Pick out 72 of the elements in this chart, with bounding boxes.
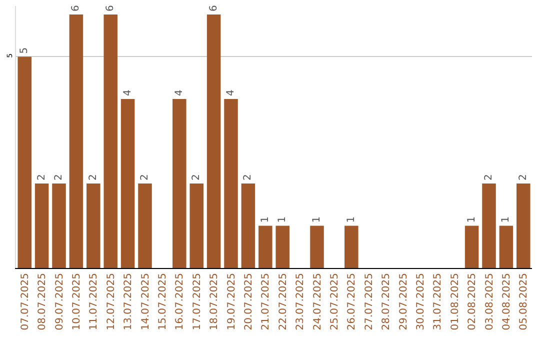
bar (206, 14, 221, 268)
bar (499, 226, 514, 268)
x-tick-label: 07.07.2025 (20, 273, 31, 330)
data-label: 2 (54, 174, 64, 180)
data-label: 2 (242, 174, 254, 180)
x-tick-label: 14.07.2025 (140, 273, 152, 330)
x-tick-label: 08.07.2025 (37, 273, 48, 330)
data-label: 2 (484, 174, 494, 180)
bar (516, 183, 530, 268)
data-label: 2 (518, 174, 529, 180)
x-tick-label: 10.07.2025 (71, 273, 82, 330)
bar (258, 226, 272, 268)
bar (120, 98, 135, 268)
bar (464, 226, 479, 268)
x-tick-label: 25.07.2025 (329, 273, 340, 330)
bar (138, 183, 152, 268)
data-label: 4 (174, 90, 185, 96)
x-tick-label: 18.07.2025 (209, 273, 220, 330)
data-label: 6 (70, 5, 82, 12)
bar (224, 98, 238, 268)
data-label: 1 (466, 216, 478, 223)
data-label: 1 (260, 216, 271, 223)
x-tick-label: 30.07.2025 (415, 273, 426, 330)
x-tick-label: 29.07.2025 (398, 273, 410, 330)
bar (104, 14, 118, 268)
bar (344, 226, 358, 268)
x-tick-label: 05.08.2025 (518, 273, 530, 330)
data-label: 1 (346, 216, 357, 223)
x-tick-label: 26.07.2025 (346, 273, 358, 330)
x-tick-label: 02.08.2025 (467, 273, 478, 330)
x-tick-label: 22.07.2025 (278, 273, 289, 330)
x-tick-label: 20.07.2025 (243, 273, 254, 330)
bar (482, 183, 496, 268)
data-label: 5 (19, 47, 30, 54)
data-label: 1 (277, 216, 288, 223)
x-tick-label: 23.07.2025 (295, 273, 306, 330)
x-tick-label: 16.07.2025 (174, 273, 186, 330)
bar (276, 226, 290, 268)
bar (310, 226, 324, 268)
x-tick-label: 27.07.2025 (364, 273, 375, 330)
bar (86, 183, 100, 268)
bar (52, 183, 66, 268)
x-tick-label: 24.07.2025 (312, 273, 324, 330)
data-label: 2 (36, 174, 48, 180)
x-tick-label: 01.08.2025 (450, 273, 461, 330)
bar (18, 56, 32, 268)
data-label: 6 (208, 5, 220, 12)
x-tick-label: 19.07.2025 (226, 273, 238, 330)
data-label: 4 (122, 90, 134, 96)
x-tick-label: 13.07.2025 (123, 273, 134, 330)
data-label: 6 (105, 5, 116, 12)
bar (172, 98, 186, 268)
x-tick-label: 31.07.2025 (432, 273, 444, 330)
x-tick-label: 21.07.2025 (260, 273, 272, 330)
data-label: 2 (140, 174, 150, 180)
x-tick-label: 15.07.2025 (157, 273, 168, 330)
data-label: 1 (500, 216, 512, 223)
bar (190, 183, 204, 268)
x-tick-label: 03.08.2025 (484, 273, 496, 330)
x-tick-label: 09.07.2025 (54, 273, 66, 330)
data-label: 2 (88, 174, 99, 180)
bar (241, 183, 256, 268)
x-tick-label: 11.07.2025 (88, 273, 100, 330)
x-tick-label: 17.07.2025 (192, 273, 203, 330)
data-label: 4 (226, 90, 236, 96)
x-tick-label: 12.07.2025 (106, 273, 117, 330)
x-tick-label: 04.08.2025 (501, 273, 512, 330)
x-tick-label: 28.07.2025 (381, 273, 392, 330)
data-label: 2 (191, 174, 202, 180)
bar (69, 14, 84, 268)
data-label: 1 (312, 216, 322, 223)
bar (34, 183, 49, 268)
